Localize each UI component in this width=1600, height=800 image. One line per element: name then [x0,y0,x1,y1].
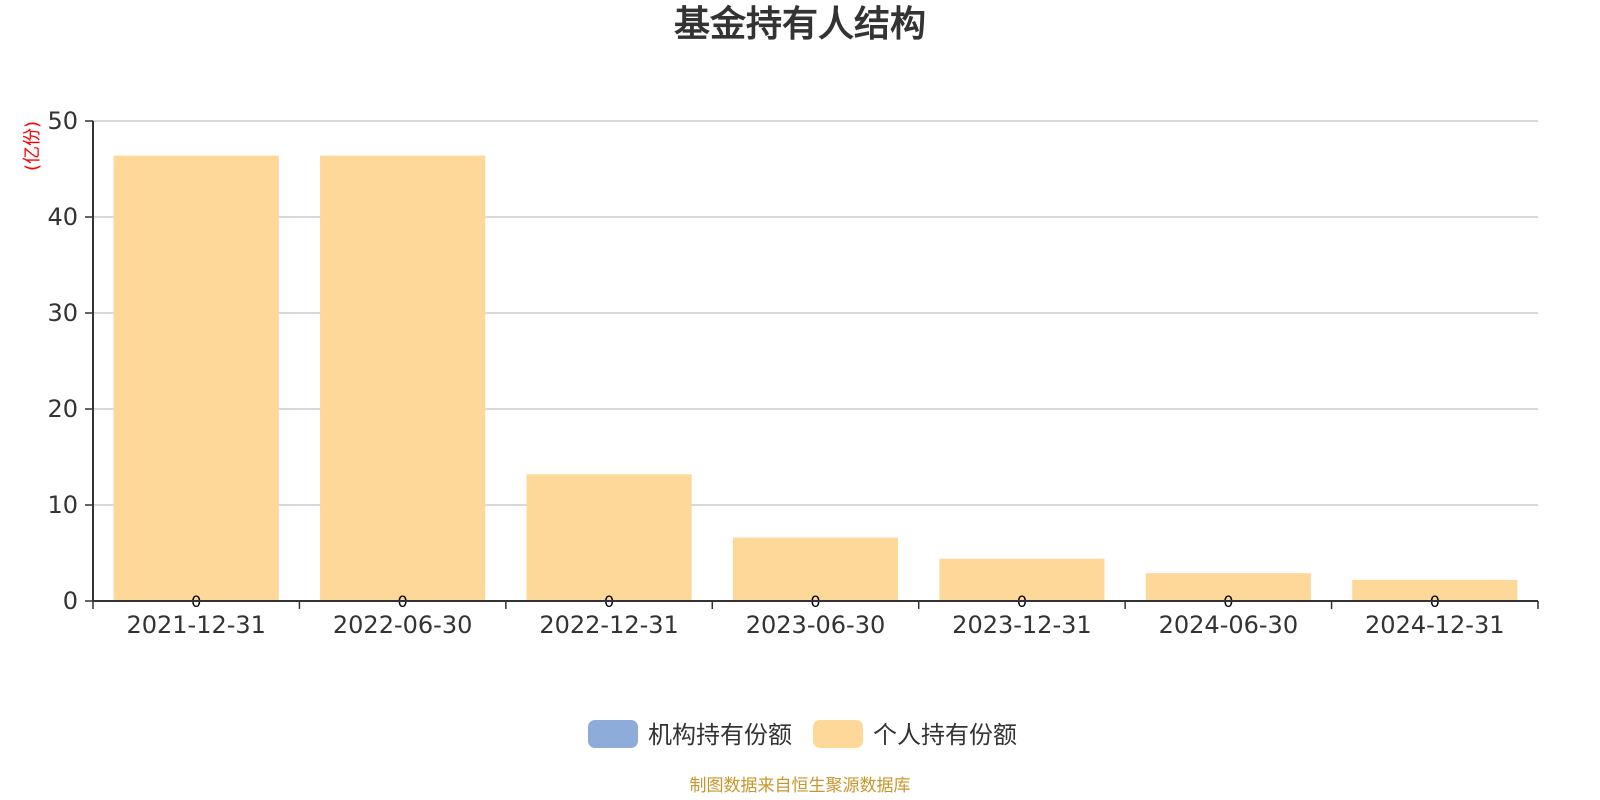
x-tick-label: 2021-12-31 [126,611,265,639]
legend-label-individual[interactable]: 个人持有份额 [873,721,1017,749]
individual-bar [113,155,279,601]
x-tick-label: 2023-06-30 [746,611,885,639]
axes: 0 10 20 30 40 50 2021-12-31 2022-06-30 2022-12-3… [47,107,1539,639]
individual-bar [732,537,899,601]
x-tick-label: 2022-06-30 [333,611,472,639]
individual-bar [1145,573,1311,601]
legend-swatch-institutional[interactable] [588,720,638,748]
grid-lines [93,120,1538,506]
legend[interactable]: 机构持有份额 个人持有份额 [588,720,1017,749]
individual-bar [526,474,692,601]
y-tick-label: 0 [63,587,78,615]
chart-title: 基金持有人结构 [674,3,926,45]
bars: 0000000 [113,155,1518,611]
x-tick-label: 2024-06-30 [1159,611,1298,639]
individual-bar [939,558,1105,601]
individual-bar [320,155,486,601]
y-tick-label: 20 [47,395,78,423]
individual-bar [1352,579,1518,601]
x-tick-label: 2023-12-31 [952,611,1091,639]
y-tick-label: 10 [47,491,78,519]
y-axis-unit-label: (亿份) [22,121,43,171]
y-tick-label: 30 [47,299,78,327]
y-tick-label: 50 [47,107,78,135]
data-source-note: 制图数据来自恒生聚源数据库 [690,776,911,796]
x-tick-label: 2024-12-31 [1365,611,1504,639]
legend-label-institutional[interactable]: 机构持有份额 [648,721,792,749]
legend-swatch-individual[interactable] [813,720,863,748]
x-tick-label: 2022-12-31 [539,611,678,639]
y-tick-label: 40 [47,203,78,231]
